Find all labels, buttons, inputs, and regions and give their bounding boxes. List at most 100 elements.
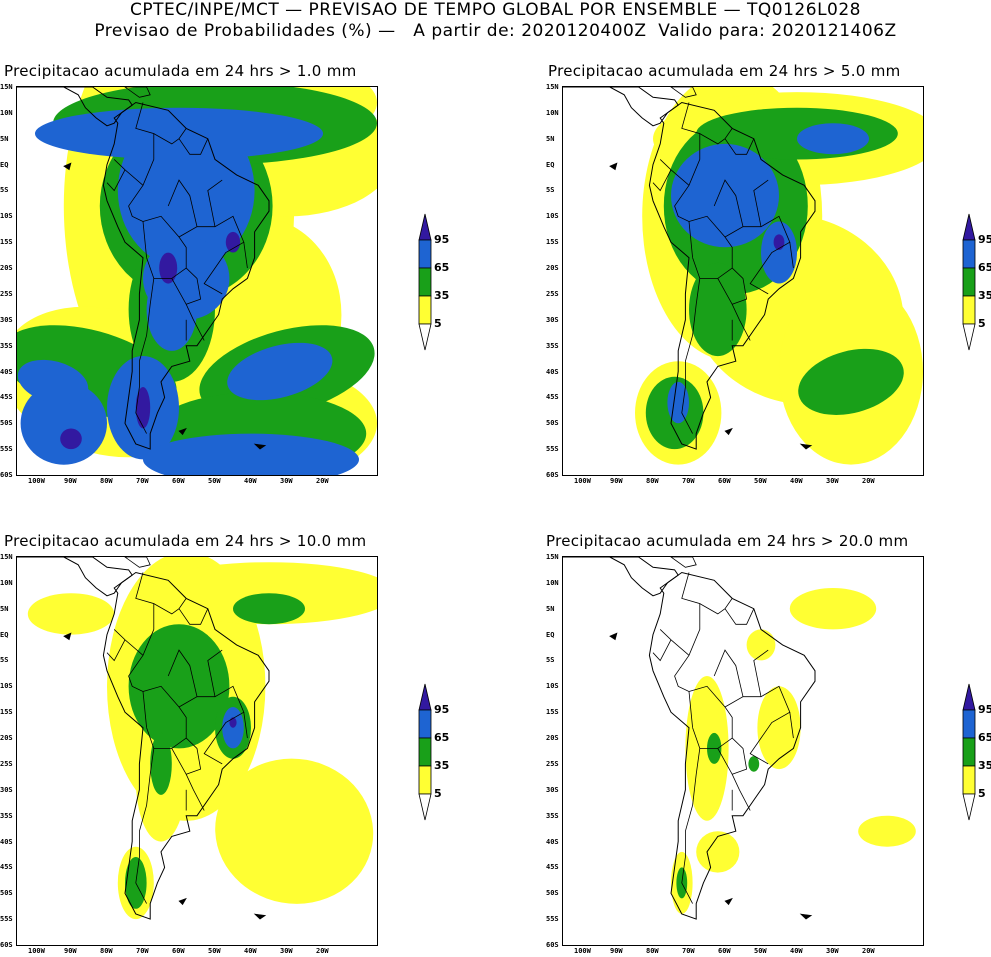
lat-tick-label: 30S [546,315,559,324]
lat-tick-label: 15S [0,238,13,247]
lon-tick-label: 40W [244,477,257,485]
lat-tick-label: 5S [0,186,9,195]
probability-area-green [748,756,760,772]
colorbar-segment-yellow [418,765,432,795]
island-outline [799,913,813,920]
colorbar-label: 65 [978,261,991,274]
lon-tick-label: 50W [754,477,767,485]
country-border [167,179,198,227]
lat-tick-label: 40S [0,837,13,846]
lat-tick-label: 25S [546,289,559,298]
probability-area-yellow [27,593,115,635]
lon-tick-label: 80W [100,477,113,485]
lon-tick-label: 70W [682,947,695,955]
lon-tick-label: 50W [208,947,221,955]
lat-tick-label: 50S [546,889,559,898]
lat-tick-label: 35S [546,811,559,820]
lon-tick-label: 30W [826,477,839,485]
lat-tick-label: 10S [546,212,559,221]
lon-tick-label: 30W [280,947,293,955]
lon-tick-label: 80W [646,477,659,485]
country-border [652,639,672,662]
country-border [713,179,744,227]
central-america-outline [17,557,133,597]
island-outline [124,87,151,98]
country-border [724,215,791,295]
country-border [171,267,202,305]
colorbar-segment-blue [962,709,976,739]
lon-tick-label: 80W [646,947,659,955]
lon-tick-label: 100W [574,947,591,955]
colorbar-segment-white [962,793,976,821]
colorbar-segment-blue [962,239,976,269]
lon-tick-label: 100W [28,947,45,955]
country-border [681,572,701,656]
country-border [724,608,755,625]
island-outline [609,162,618,171]
lat-tick-label: EQ [0,160,9,169]
colorbar-label: 5 [434,787,442,800]
colorbar-segment-yellow [962,295,976,325]
country-border [753,179,769,227]
lat-tick-label: 10S [0,212,13,221]
lat-tick-label: 35S [0,341,13,350]
lat-tick-label: 10S [546,682,559,691]
country-border [652,169,672,192]
colorbar-segment-darkblue [962,683,976,711]
continent-outline [648,571,816,920]
probability-area-yellow [757,686,801,770]
lat-tick-label: 50S [0,889,13,898]
colorbar-label: 65 [434,731,450,744]
colorbar-label: 65 [434,261,450,274]
island-outline [253,913,267,920]
map-canvas [17,557,377,920]
island-outline [178,427,187,436]
colorbar-segment-darkblue [962,213,976,241]
country-border [724,138,755,155]
lat-tick-label: 25S [0,289,13,298]
lat-tick-label: 30S [0,315,13,324]
country-border [717,737,748,775]
lon-tick-label: 40W [790,477,803,485]
country-border [153,128,187,145]
probability-area-darkblue [225,231,241,253]
lat-tick-label: 50S [546,419,559,428]
probability-area-green [128,624,230,749]
probability-area-darkblue [773,234,785,250]
country-border [753,649,769,697]
lat-tick-label: 10S [0,682,13,691]
lat-tick-label: 15N [546,83,559,91]
country-border [789,712,794,739]
country-border [106,639,126,662]
country-border [699,598,733,615]
lat-tick-label: EQ [546,160,555,169]
lat-tick-label: 5N [546,134,555,143]
country-border [153,598,187,615]
lat-tick-label: 5N [0,604,9,613]
country-border [681,102,701,186]
lat-tick-label: 35S [0,811,13,820]
colorbar-segment-white [418,793,432,821]
probability-area-blue [20,381,107,465]
panel-3-title: Precipitacao acumulada em 24 hrs > 10.0 … [4,532,367,550]
lat-tick-label: 30S [0,785,13,794]
probability-area-yellow [789,588,877,630]
colorbar-label: 35 [434,759,450,772]
lon-tick-label: 70W [136,477,149,485]
country-border [171,737,202,775]
lat-tick-label: 5N [546,604,555,613]
lon-tick-label: 40W [790,947,803,955]
central-america-outline [17,87,133,127]
lat-tick-label: 55S [0,915,13,924]
colorbar-segment-blue [418,709,432,739]
island-outline [63,162,72,171]
lat-tick-label: 45S [546,393,559,402]
probability-area-blue [222,707,244,749]
panel-1-legend: 95 65 35 5 [418,212,449,356]
country-border [135,278,155,434]
probability-area-yellow [858,815,916,847]
country-border [699,128,733,145]
map-canvas [563,557,916,920]
lat-tick-label: 40S [546,367,559,376]
lat-tick-label: 15S [546,238,559,247]
